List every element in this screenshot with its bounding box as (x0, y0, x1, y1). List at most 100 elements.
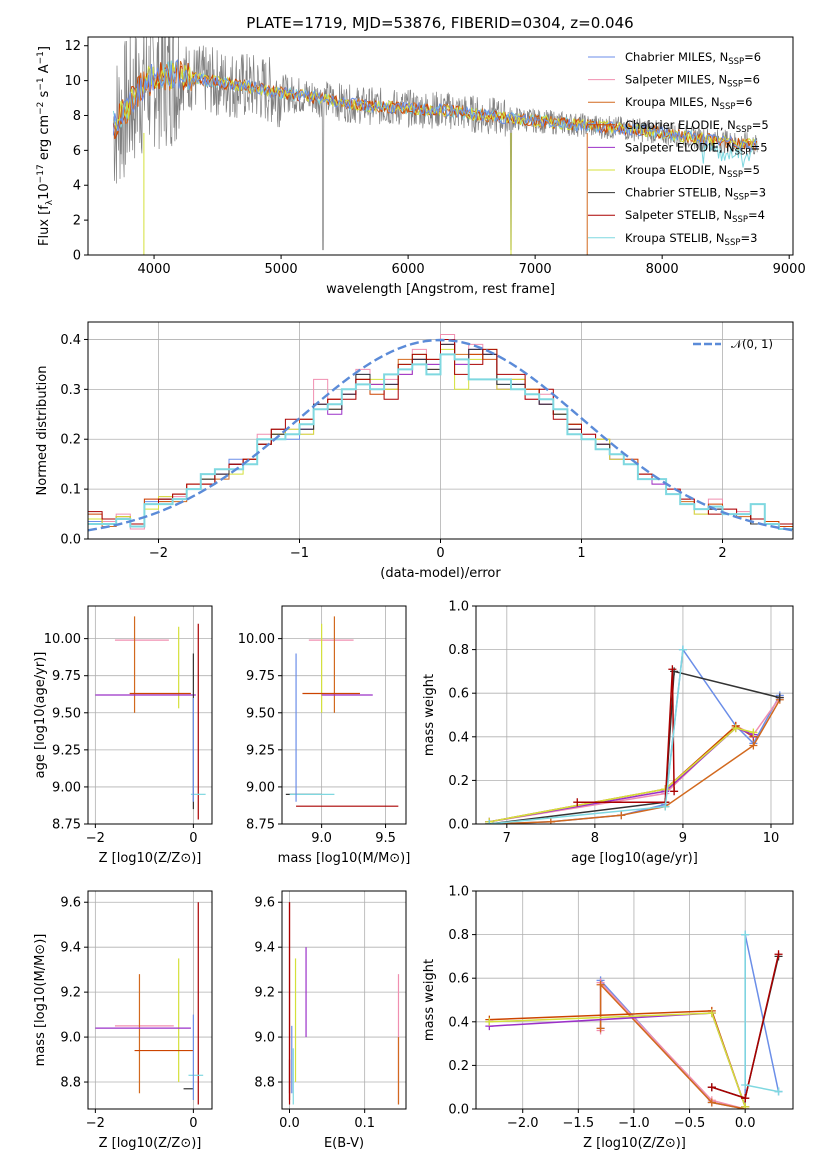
x-tick-label: 0.1 (354, 1116, 375, 1131)
gaussian-reference-curve (88, 338, 793, 532)
x-tick-label: −2 (149, 546, 168, 561)
x-tick-label: 9 (679, 831, 687, 846)
x-axis-label: wavelength [Angstrom, rest frame] (326, 282, 555, 297)
y-tick-label: 8.75 (52, 818, 81, 833)
y-tick-label: 9.4 (254, 941, 275, 956)
x-tick-label: −2 (86, 831, 105, 846)
mass-weight-series-line (489, 1012, 746, 1108)
mass-weight-point (546, 817, 555, 824)
mass-weight-point (670, 787, 679, 796)
x-tick-label: 9.5 (375, 831, 396, 846)
x-tick-label: 9.0 (311, 831, 332, 846)
y-tick-label: 9.6 (60, 896, 81, 911)
mass-weight-point (731, 724, 740, 733)
mass-weight-series-line (489, 1010, 746, 1108)
mass-weight-point (485, 1017, 494, 1026)
y-axis-label: mass [log10(M/M⊙)] (33, 934, 48, 1067)
y-tick-label: 8 (73, 109, 81, 124)
mass-weight-point (661, 802, 670, 811)
legend-entry: Kroupa MILES, NSSP=6 (625, 95, 752, 112)
x-axis-label: mass [log10(M/M⊙)] (278, 851, 411, 866)
y-tick-label: 9.00 (246, 780, 275, 795)
x-tick-label: 0 (189, 831, 197, 846)
x-tick-label: 0.0 (279, 1116, 300, 1131)
mass-weight-point (749, 741, 758, 750)
axes-frame (281, 605, 407, 825)
y-tick-label: 9.2 (60, 986, 81, 1001)
x-tick-label: −2 (86, 1116, 105, 1131)
y-tick-label: 9.25 (246, 743, 275, 758)
mass-weight-point (596, 1024, 605, 1033)
y-tick-label: 10.00 (238, 632, 275, 647)
y-tick-label: 10.00 (44, 632, 81, 647)
model-spectrum-line (113, 61, 758, 151)
x-tick-label: 2 (718, 546, 726, 561)
y-tick-label: 4 (73, 179, 81, 194)
y-axis-label: Flux [fλ10−17 erg cm−2 s−1 A−1] (36, 46, 55, 246)
y-tick-label: 0.0 (448, 818, 469, 833)
y-tick-label: 9.50 (52, 706, 81, 721)
x-axis-label: age [log10(age/yr)] (571, 851, 698, 866)
y-tick-label: 9.75 (246, 669, 275, 684)
y-axis-label: Normed distribution (35, 366, 50, 496)
y-tick-label: 8.75 (246, 818, 275, 833)
mass-weight-series-line (577, 669, 675, 803)
x-tick-label: −1.5 (563, 1116, 595, 1131)
mass-weight-point (774, 1087, 783, 1096)
legend-entry: Chabrier MILES, NSSP=6 (625, 50, 761, 67)
mass-weight-series-line (489, 670, 780, 824)
legend-entry: Chabrier ELODIE, NSSP=5 (625, 118, 769, 135)
axes-frame (475, 890, 794, 1110)
mass-weight-point (741, 1094, 750, 1103)
y-axis-label: mass weight (422, 959, 437, 1041)
mass-weight-point (596, 980, 605, 989)
x-tick-label: 0 (436, 546, 444, 561)
legend-entry: Kroupa STELIB, NSSP=3 (625, 231, 757, 248)
observed-spectrum-line (113, 37, 758, 251)
mass-weight-point (617, 811, 626, 820)
y-tick-label: 9.00 (52, 780, 81, 795)
y-tick-label: 1.0 (448, 885, 469, 900)
y-tick-label: 9.2 (254, 986, 275, 1001)
x-tick-label: 7000 (519, 262, 552, 277)
mass-weight-point (485, 820, 494, 824)
legend-entry: 𝒩(0, 1) (731, 337, 773, 351)
x-tick-label: −2.0 (507, 1116, 539, 1131)
mass-weight-series-line (489, 699, 781, 824)
y-tick-label: 0.4 (60, 333, 81, 348)
x-tick-label: 4000 (138, 262, 171, 277)
x-axis-label: Z [log10(Z/Z⊙)] (583, 1136, 686, 1151)
legend-entry: Chabrier STELIB, NSSP=3 (625, 186, 766, 203)
y-tick-label: 9.4 (60, 941, 81, 956)
mass-weight-point (741, 1081, 750, 1090)
x-tick-label: −1.0 (618, 1116, 650, 1131)
errorbar-group (285, 616, 399, 807)
x-axis-label: Z [log10(Z/Z⊙)] (99, 851, 202, 866)
y-tick-label: 9.6 (254, 896, 275, 911)
model-spectrum-line (112, 59, 758, 152)
mass-weight-series-line (489, 697, 781, 823)
mass-weight-point (741, 930, 750, 939)
spectrum-lines (112, 37, 758, 255)
y-tick-label: 0.3 (60, 383, 81, 398)
x-tick-label: 0 (189, 1116, 197, 1131)
y-tick-label: 0.6 (448, 687, 469, 702)
y-tick-label: 0.4 (448, 1015, 469, 1030)
y-tick-label: 9.25 (52, 743, 81, 758)
axes-frame (87, 605, 213, 825)
mass-weight-point (707, 1083, 716, 1092)
x-tick-label: 1 (577, 546, 585, 561)
y-tick-label: 0 (73, 249, 81, 264)
y-tick-label: 0.8 (448, 928, 469, 943)
y-tick-label: 0.2 (60, 433, 81, 448)
mass-weight-point (741, 1102, 750, 1109)
y-tick-label: 0.8 (448, 643, 469, 658)
legend-entry: Kroupa ELODIE, NSSP=5 (625, 163, 760, 180)
x-tick-label: 6000 (392, 262, 425, 277)
legend-entry: Salpeter STELIB, NSSP=4 (625, 208, 765, 225)
axes-frame (87, 321, 794, 540)
y-tick-label: 6 (73, 144, 81, 159)
mass-weight-series-line (599, 982, 746, 1109)
y-tick-label: 1.0 (448, 600, 469, 615)
y-tick-label: 12 (64, 39, 81, 54)
